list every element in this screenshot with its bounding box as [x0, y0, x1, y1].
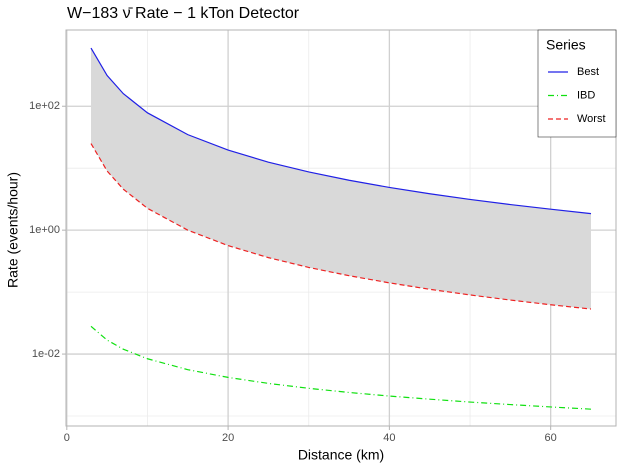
series-line: [90, 325, 592, 410]
legend-label: Worst: [577, 113, 606, 125]
legend-title: Series: [546, 37, 586, 53]
legend-label: Best: [577, 66, 599, 78]
x-tick-label: 60: [545, 432, 557, 444]
y-tick-label: 1e+00: [29, 224, 60, 236]
x-tick-label: 20: [222, 432, 234, 444]
ribbon: [91, 48, 591, 310]
x-tick-label: 40: [383, 432, 395, 444]
series-line: [90, 47, 592, 215]
panel-border: [65, 29, 617, 427]
x-tick-label: 0: [64, 432, 70, 444]
x-axis-label: Distance (km): [298, 447, 384, 463]
series-line: [90, 143, 592, 310]
y-tick-label: 1e-02: [32, 348, 60, 360]
y-tick-label: 1e+02: [29, 100, 60, 112]
legend-label: IBD: [577, 89, 595, 101]
chart-title: W−183 ν̄ Rate − 1 kTon Detector: [67, 5, 300, 22]
y-axis-label: Rate (events/hour): [5, 172, 21, 288]
